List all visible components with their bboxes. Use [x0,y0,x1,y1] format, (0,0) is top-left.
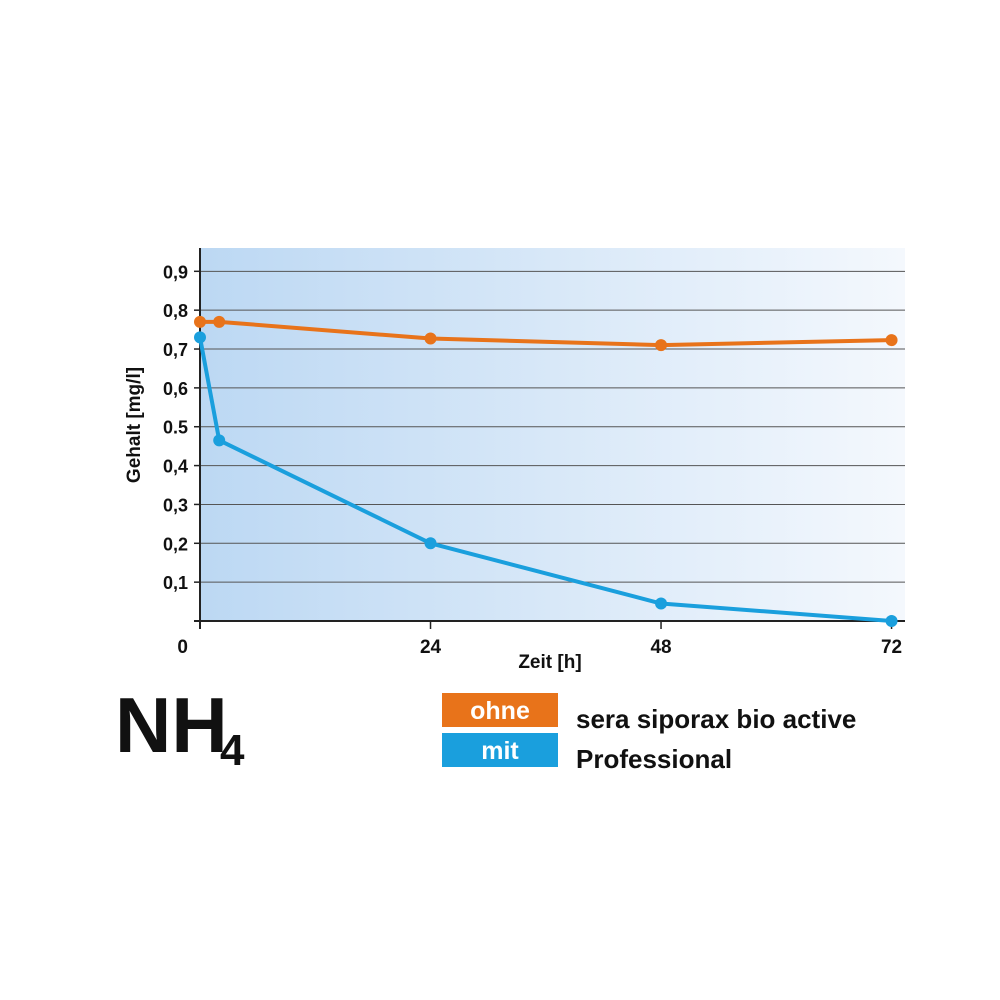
title-text: NH [115,681,228,769]
data-point [655,597,668,610]
data-point [885,615,898,627]
x-tick-label: 48 [650,637,671,658]
y-tick-label: 0,9 [163,262,188,282]
data-point [194,331,206,344]
x-tick-label: 24 [420,637,442,658]
chart-title: NH 4 [115,681,245,775]
y-tick-label: 0,6 [163,379,188,399]
legend-text: sera siporax bio active [576,704,856,734]
legend-swatch [442,733,558,767]
data-point [655,339,668,352]
data-point [194,315,206,328]
x-tick-label: 0 [177,637,188,658]
y-tick-label: 0.5 [163,418,188,438]
y-tick-label: 0,1 [163,573,188,593]
x-tick-label: 72 [881,637,902,658]
title-subscript: 4 [220,726,245,775]
x-axis-label: Zeit [h] [518,652,581,673]
legend-label: ohne [470,697,530,725]
legend-text: Professional [576,744,732,774]
data-point [213,434,226,447]
data-point [424,332,437,345]
data-point [885,334,898,347]
legend-swatch [442,693,558,727]
y-tick-label: 0,2 [163,534,188,554]
y-tick-label: 0,8 [163,301,188,321]
y-axis-label: Gehalt [mg/l] [124,367,145,483]
y-tick-label: 0,4 [163,457,188,477]
plot-background [200,248,905,621]
y-tick-label: 0,3 [163,495,188,515]
y-tick-label: 0,7 [163,340,188,360]
data-point [424,537,437,550]
data-point [213,315,226,328]
legend-label: mit [481,737,519,765]
